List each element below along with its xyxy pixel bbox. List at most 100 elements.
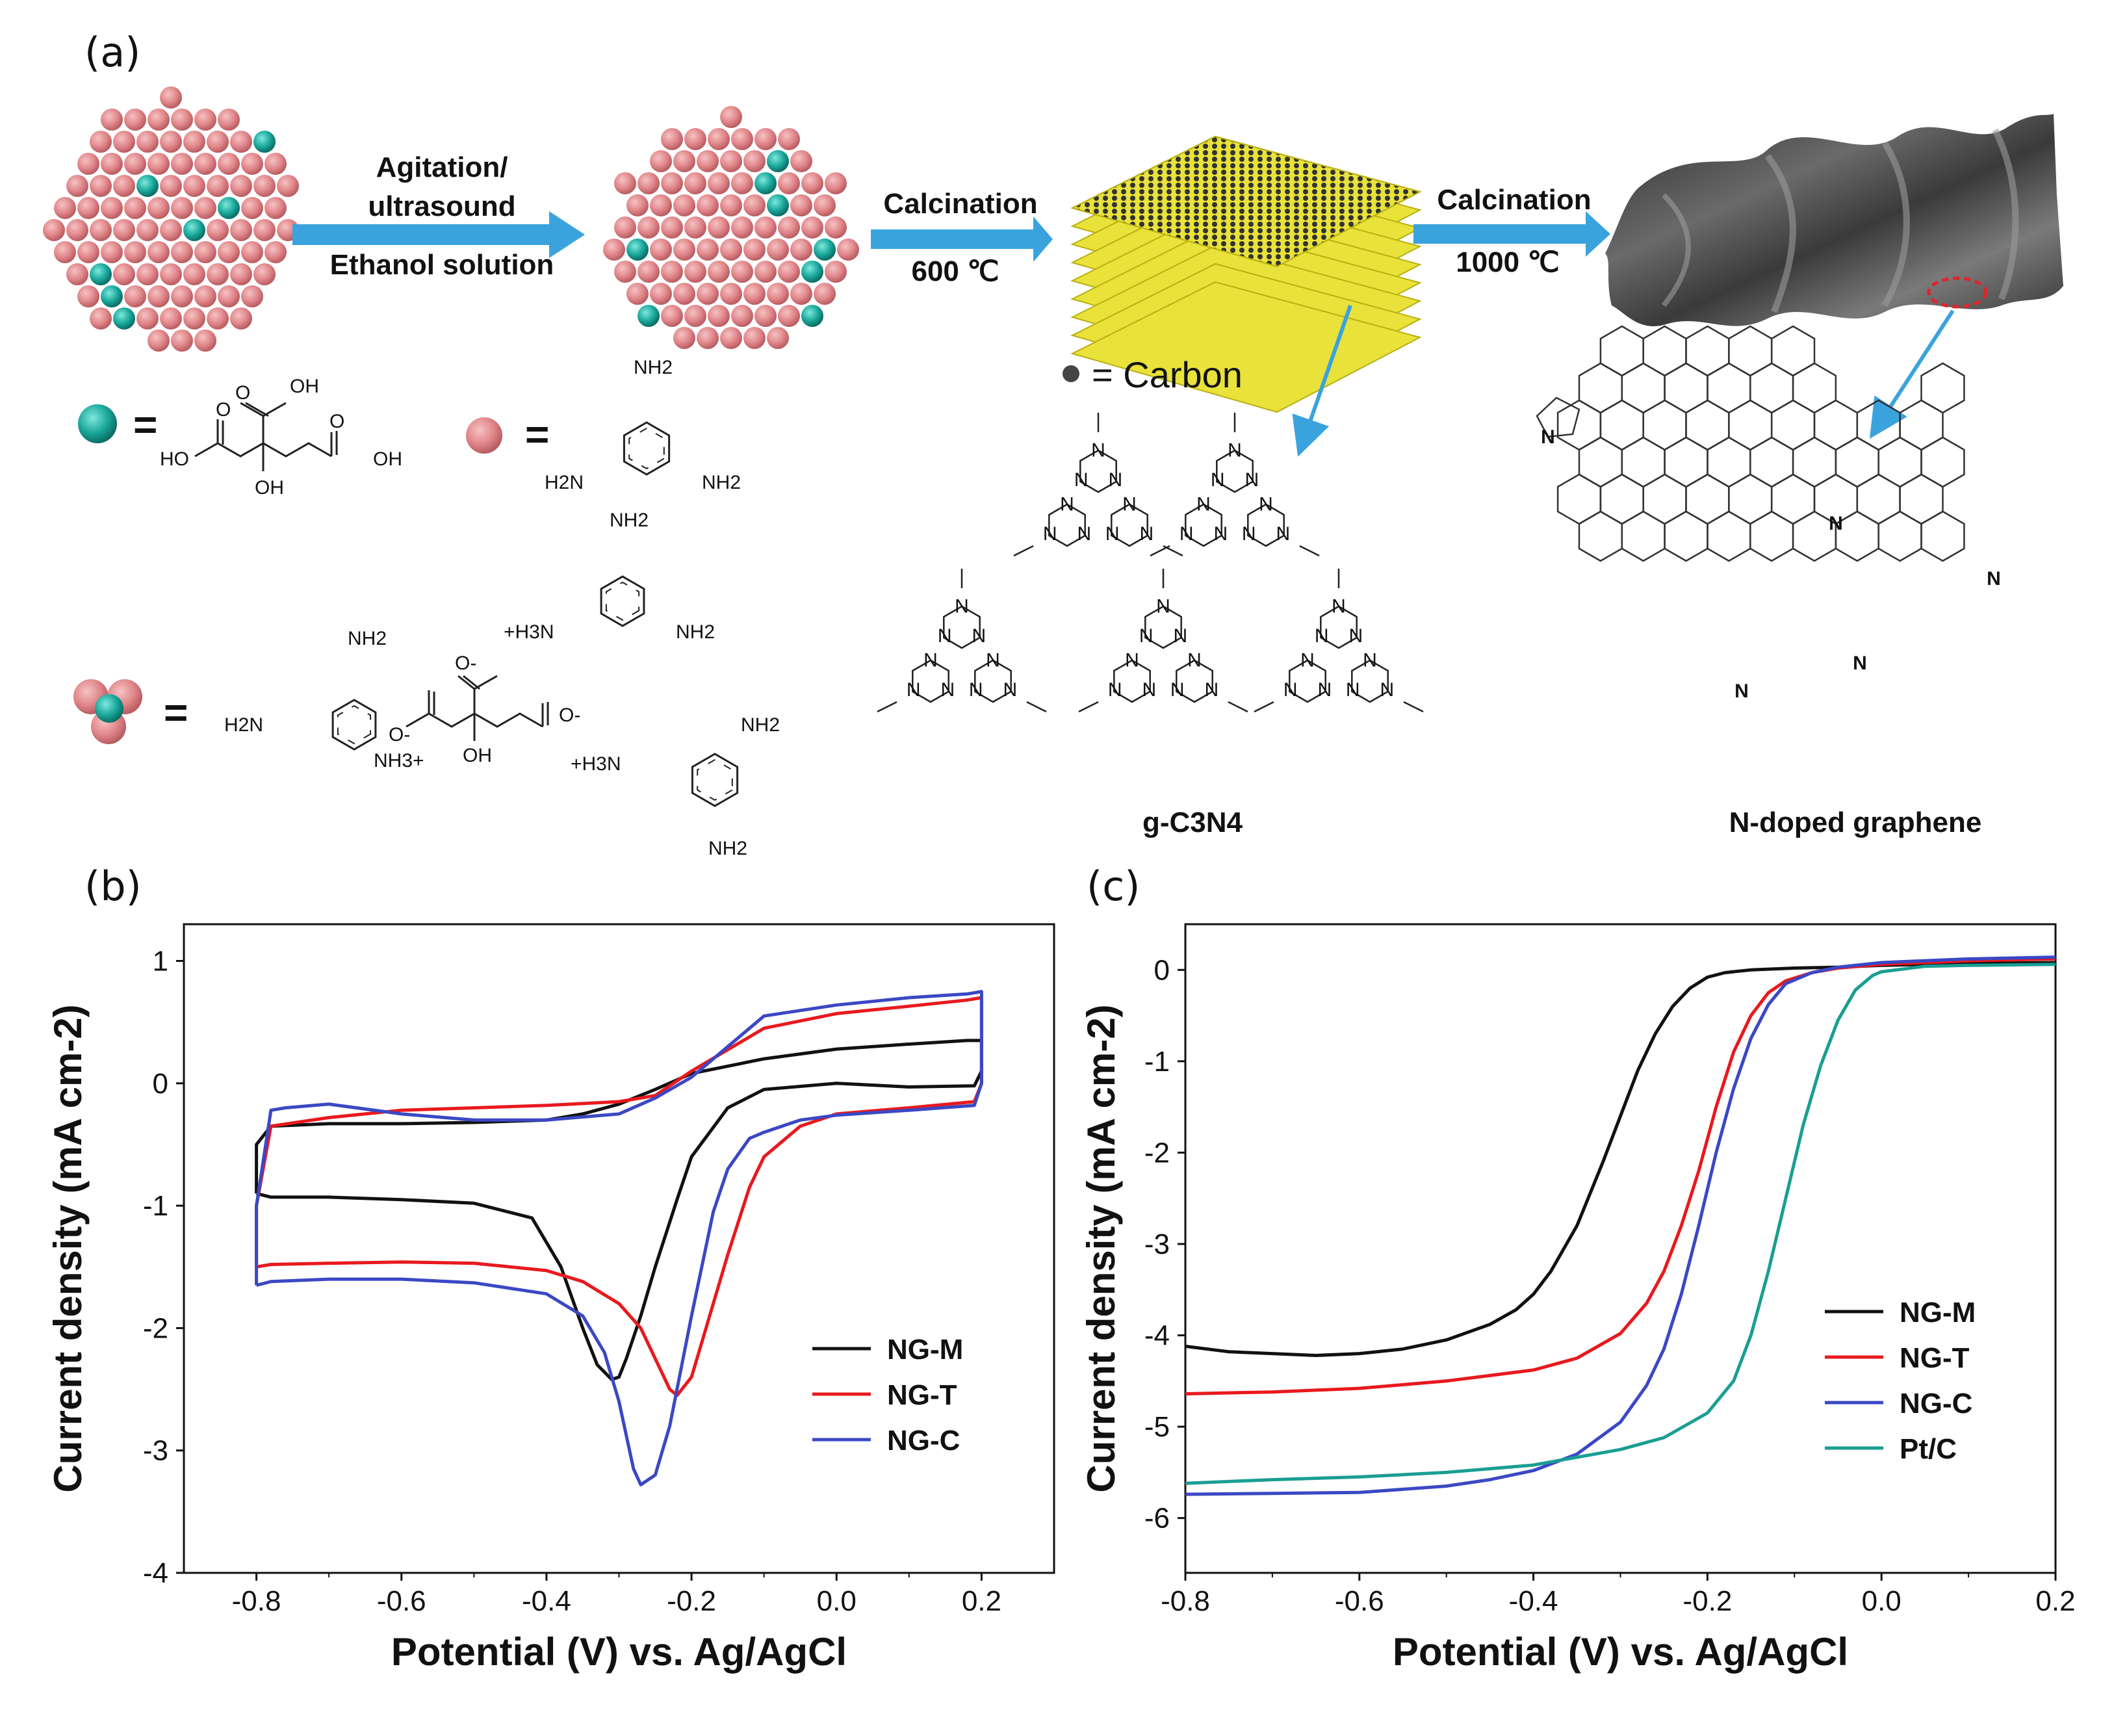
n-atom-label: N (955, 596, 969, 617)
graphene-hexagon (1642, 473, 1687, 525)
graphene-hexagon (1707, 362, 1751, 414)
melamine-sphere (684, 128, 706, 150)
melamine-sphere (801, 172, 823, 194)
graphene-hexagon (1728, 325, 1773, 377)
melamine-sphere (264, 197, 287, 219)
melamine-sphere (673, 150, 695, 172)
triazine-ring (623, 421, 671, 476)
melamine-sphere (673, 194, 695, 216)
melamine-sphere (754, 261, 777, 283)
melamine-sphere (194, 241, 216, 263)
n-atom-label: N (1122, 494, 1137, 515)
citrate-structure (406, 675, 549, 741)
arrow2-text-top: Calcination (883, 188, 1037, 220)
n-atom-label: N (1180, 523, 1194, 545)
melamine-sphere (194, 197, 216, 219)
melamine-sphere (743, 150, 766, 172)
n-atom-label: N (1228, 440, 1242, 461)
n-atom-label: N (1346, 679, 1360, 701)
pyrrolic-ring (1536, 396, 1580, 438)
citric-acid-sphere (90, 263, 112, 285)
melamine-sphere (160, 263, 182, 285)
n-atom-label: N (1348, 625, 1363, 647)
graphene-hexagon (1920, 510, 1965, 562)
heptazine-ring (1048, 503, 1086, 547)
melamine-sphere (171, 153, 193, 175)
melamine-sphere (43, 219, 65, 241)
citric-acid-sphere (767, 150, 789, 172)
legend-label: NG-C (887, 1425, 960, 1457)
citric-acid-sphere (218, 197, 240, 219)
melamine-sphere (218, 285, 240, 307)
graphene-hexagon (1813, 399, 1859, 451)
melamine-sphere (638, 172, 660, 194)
citric-acid-sphere (253, 131, 276, 153)
melamine-sphere (218, 109, 240, 131)
melamine-sphere (825, 216, 847, 239)
graphene-hexagon (1642, 399, 1687, 451)
melamine-sphere (790, 150, 812, 172)
n-atom-label: N (972, 625, 986, 647)
melamine-sphere (673, 327, 695, 349)
heptazine-ring (974, 659, 1012, 703)
n-atom-label: N (1125, 650, 1139, 671)
plot-frame (1184, 923, 2057, 1574)
melamine-sphere (160, 86, 182, 109)
melamine-sphere (837, 239, 859, 261)
n-atom-label: N (1170, 679, 1185, 701)
graphene-hexagon (1599, 473, 1644, 525)
melamine-sphere (171, 109, 193, 131)
melamine-sphere (277, 175, 299, 197)
melamine-sphere (148, 330, 170, 352)
n-atom-label: N (1244, 469, 1259, 491)
melamine-sphere (253, 263, 276, 285)
melamine-sphere (183, 175, 205, 197)
melamine-sphere (626, 194, 649, 216)
citric-acid-sphere-icon (78, 404, 117, 443)
graphene-hexagon (1707, 436, 1751, 488)
citric-oh-right: OH (373, 448, 402, 470)
melamine-sphere (650, 194, 672, 216)
graphene-hexagon (1578, 362, 1623, 414)
melamine-sphere (708, 305, 730, 327)
melamine-sphere (790, 239, 812, 261)
melamine-sphere (183, 131, 205, 153)
graphene-hexagon (1920, 362, 1965, 414)
melamine-sphere (720, 106, 742, 128)
dopant-n-atom: N (1829, 513, 1843, 534)
melamine-sphere (778, 216, 800, 239)
melamine-sphere (230, 263, 252, 285)
melamine-sphere (697, 150, 719, 172)
melamine-sphere (767, 239, 789, 261)
n-atom-label: N (1156, 596, 1170, 617)
melamine-sphere (171, 197, 193, 219)
y-tick-label: -2 (143, 1312, 168, 1344)
melamine-sphere (160, 131, 182, 153)
melamine-sphere (66, 263, 88, 285)
heptazine-ring (1247, 503, 1285, 547)
triazine-ring-inner (605, 581, 640, 621)
n-atom-label: N (1315, 625, 1329, 647)
melamine-sphere (778, 128, 800, 150)
n-atom-label: N (1300, 650, 1315, 671)
melamine-sphere (136, 219, 159, 241)
n-atom-label: N (1074, 469, 1089, 491)
graphene-hexagon (1792, 436, 1837, 488)
melamine-sphere (684, 216, 706, 239)
n-atom-label: N (969, 679, 983, 701)
melamine-sphere (101, 153, 123, 175)
melamine-sphere (790, 283, 812, 305)
y-axis-label: Current density (mA cm-2) (1079, 1004, 1123, 1492)
y-tick-label: 0 (153, 1068, 168, 1100)
citric-acid-structure (194, 402, 338, 471)
y-tick-label: -3 (143, 1435, 168, 1467)
y-tick-label: -3 (1144, 1228, 1170, 1260)
graphene-hexagon (1792, 362, 1837, 414)
citric-o2: O (329, 411, 344, 432)
melamine-sphere (124, 285, 146, 307)
graphene-hexagon (1899, 473, 1944, 525)
graphene-hexagon (1770, 325, 1816, 377)
dopant-n-atom: N (1987, 568, 2001, 589)
series-line-pt-c (1185, 963, 2056, 1485)
melamine-sphere (614, 261, 636, 283)
